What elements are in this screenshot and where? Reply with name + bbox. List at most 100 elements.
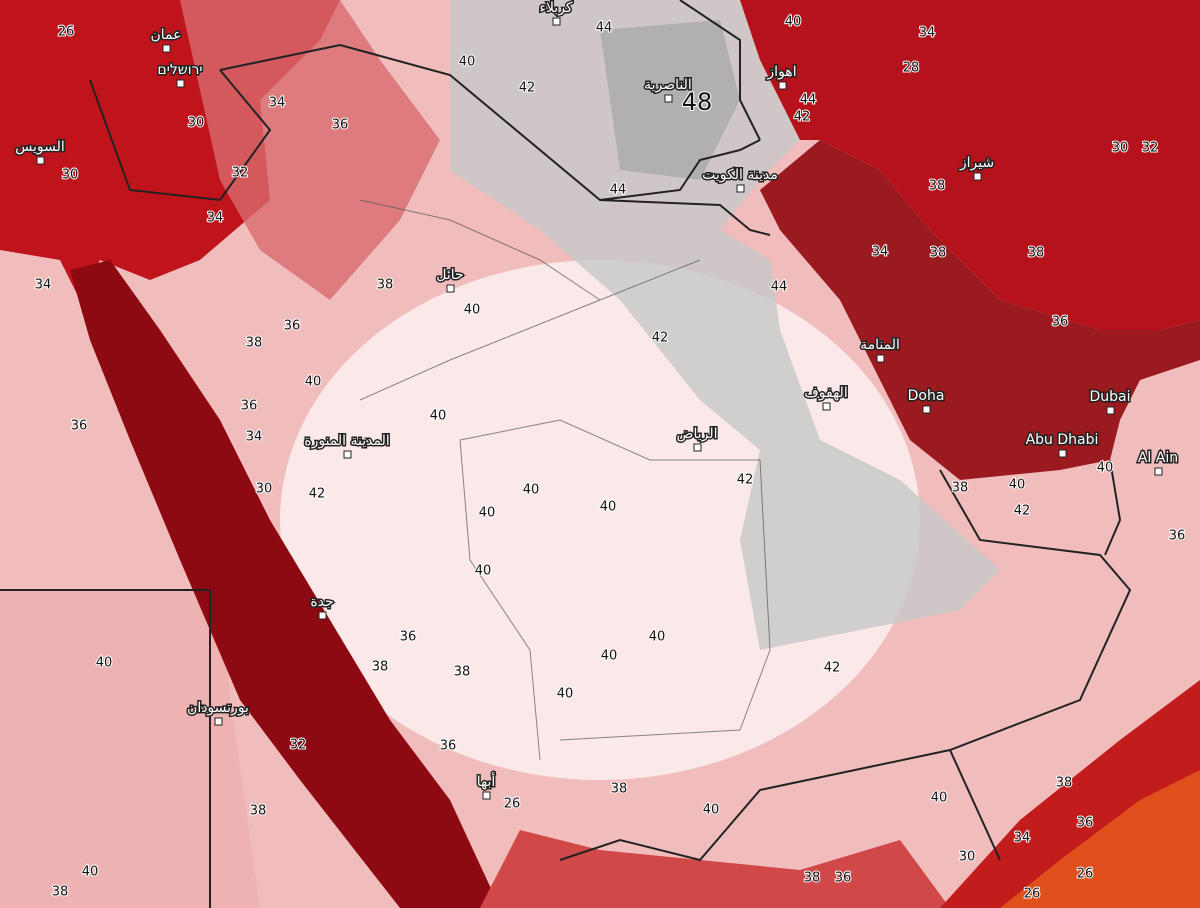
contour-label: 36 xyxy=(71,419,88,434)
city-label: Abu Dhabi xyxy=(1026,432,1099,448)
city-marker xyxy=(176,79,185,88)
contour-label: 40 xyxy=(464,303,481,318)
contour-label: 40 xyxy=(649,630,666,645)
contour-label: 32 xyxy=(1142,141,1159,156)
contour-label: 34 xyxy=(207,211,224,226)
contour-label: 36 xyxy=(1077,816,1094,831)
contour-label: 26 xyxy=(504,797,521,812)
city-label: Al Ain xyxy=(1138,450,1178,466)
contour-label: 40 xyxy=(305,375,322,390)
contour-label: 36 xyxy=(332,118,349,133)
iran-region xyxy=(740,0,1200,330)
contour-label: 40 xyxy=(96,656,113,671)
contour-label: 38 xyxy=(52,885,69,900)
contour-label: 38 xyxy=(1028,246,1045,261)
contour-label: 38 xyxy=(250,804,267,819)
contour-label: 36 xyxy=(835,871,852,886)
contour-label: 26 xyxy=(1024,887,1041,902)
city-label: بورتسودان xyxy=(187,700,249,716)
province-line xyxy=(459,419,771,741)
contour-label: 34 xyxy=(919,26,936,41)
border-line xyxy=(949,749,1001,861)
contour-label: 38 xyxy=(611,782,628,797)
border-line xyxy=(599,139,761,201)
city-label: عمان xyxy=(151,27,182,43)
contour-label: 30 xyxy=(256,482,273,497)
city-marker xyxy=(822,402,831,411)
contour-label: 38 xyxy=(1056,776,1073,791)
contour-label: 40 xyxy=(475,564,492,579)
city-marker xyxy=(876,354,885,363)
city-label: Doha xyxy=(908,388,945,404)
contour-label: 42 xyxy=(1014,504,1031,519)
contour-label: 30 xyxy=(62,168,79,183)
contour-label: 26 xyxy=(58,25,75,40)
city-label: الهفوف xyxy=(804,385,847,401)
contour-label: 36 xyxy=(241,399,258,414)
city-label: اهواز xyxy=(766,64,796,80)
border-line xyxy=(89,69,272,202)
contour-label: 36 xyxy=(440,739,457,754)
city-marker xyxy=(693,443,702,452)
contour-label: 40 xyxy=(459,55,476,70)
contour-label: 36 xyxy=(1169,529,1186,544)
contour-label: 36 xyxy=(1052,315,1069,330)
yemen-region xyxy=(480,830,950,908)
city-label: المنامة xyxy=(860,337,900,353)
contour-label: 40 xyxy=(600,500,617,515)
border-line xyxy=(679,0,761,141)
contour-label: 36 xyxy=(400,630,417,645)
city-label: أبها xyxy=(477,772,496,790)
contour-label: 36 xyxy=(284,319,301,334)
city-marker xyxy=(736,184,745,193)
contour-label: 28 xyxy=(903,61,920,76)
contour-label: 40 xyxy=(430,409,447,424)
contour-label: 30 xyxy=(188,116,205,131)
contour-label: 42 xyxy=(519,81,536,96)
contour-label: 44 xyxy=(800,93,817,108)
contour-label: 42 xyxy=(652,331,669,346)
city-marker xyxy=(552,17,561,26)
contour-label: 42 xyxy=(737,473,754,488)
city-marker xyxy=(482,791,491,800)
contour-label: 34 xyxy=(35,278,52,293)
oman-coast xyxy=(1000,770,1200,908)
contour-label: 38 xyxy=(377,278,394,293)
contour-label: 44 xyxy=(610,183,627,198)
city-marker xyxy=(973,172,982,181)
province-lines xyxy=(359,199,771,761)
city-label: جدة xyxy=(310,594,333,610)
province-line xyxy=(359,259,701,401)
contour-label: 34 xyxy=(246,430,263,445)
contour-label: 34 xyxy=(1014,831,1031,846)
red-sea xyxy=(70,260,500,908)
city-marker xyxy=(1154,467,1163,476)
city-label: السويس xyxy=(15,139,65,155)
contour-label: 40 xyxy=(703,803,720,818)
contour-label: 40 xyxy=(557,687,574,702)
contour-label: 30 xyxy=(1112,141,1129,156)
contour-label: 44 xyxy=(771,280,788,295)
city-label: الرياض xyxy=(677,426,718,442)
contour-label: 38 xyxy=(454,665,471,680)
city-label: كربلاء xyxy=(539,0,573,16)
contour-label: 38 xyxy=(246,336,263,351)
city-marker xyxy=(36,156,45,165)
contour-label: 32 xyxy=(290,738,307,753)
city-marker xyxy=(162,44,171,53)
city-marker xyxy=(778,81,787,90)
contour-label: 40 xyxy=(785,15,802,30)
city-marker xyxy=(343,450,352,459)
contour-label: 40 xyxy=(523,483,540,498)
contour-label: 40 xyxy=(601,649,618,664)
province-line xyxy=(459,439,541,761)
contour-label: 34 xyxy=(872,245,889,260)
contour-label: 38 xyxy=(929,179,946,194)
province-line xyxy=(359,199,601,301)
city-label: Dubai xyxy=(1089,389,1130,405)
contour-label: 30 xyxy=(959,850,976,865)
city-marker xyxy=(446,284,455,293)
contour-label: 40 xyxy=(479,506,496,521)
contour-label: 40 xyxy=(1097,461,1114,476)
gulf-sea xyxy=(760,140,1200,480)
